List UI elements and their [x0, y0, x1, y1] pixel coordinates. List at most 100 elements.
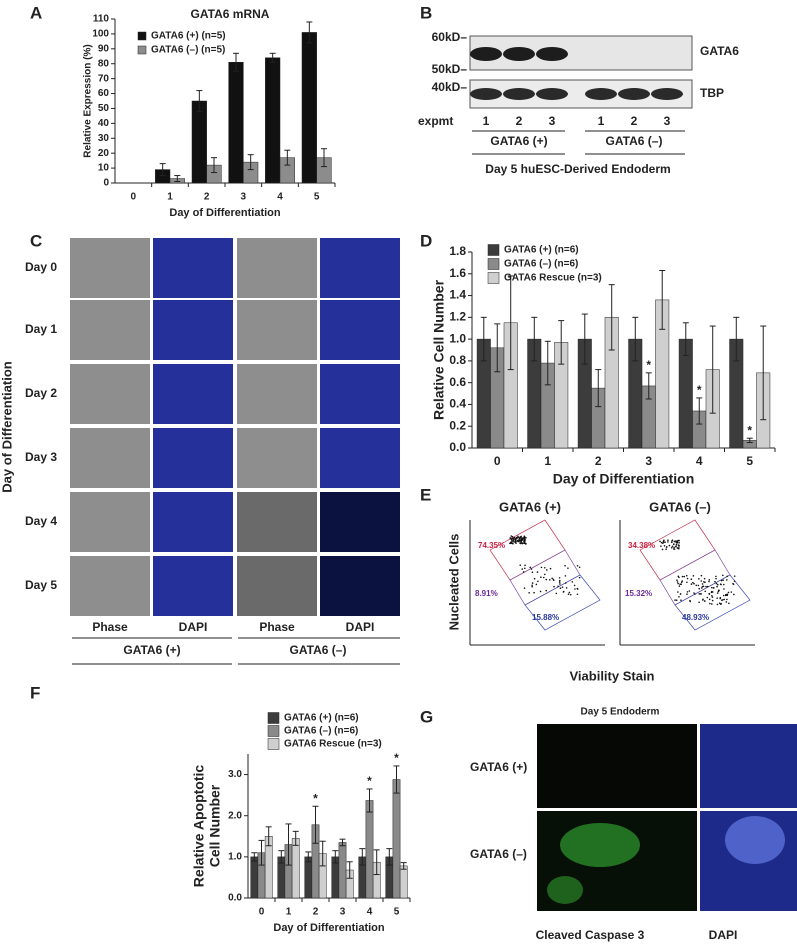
event [533, 591, 535, 594]
chart-title: GATA6 mRNA [191, 7, 270, 21]
event [512, 537, 514, 540]
event [512, 542, 514, 545]
event [711, 599, 714, 602]
event [557, 585, 559, 588]
error-bar [595, 369, 602, 408]
blot-caption: Day 5 huESC-Derived Endoderm [485, 162, 670, 176]
panel-letter: B [420, 3, 432, 22]
column-label: Cleaved Caspase 3 [536, 928, 645, 942]
event [733, 593, 735, 596]
event [673, 543, 675, 545]
event [544, 573, 546, 576]
event [663, 545, 666, 547]
event [693, 582, 695, 585]
event [519, 539, 521, 541]
x-tick-label: 0 [494, 454, 501, 468]
event [664, 541, 666, 544]
gate [524, 574, 601, 631]
x-axis-label: Day of Differentiation [273, 922, 385, 934]
event [675, 545, 677, 548]
event [674, 599, 676, 601]
event [510, 541, 512, 543]
micrograph [237, 300, 317, 360]
event [519, 536, 522, 538]
event [676, 547, 679, 549]
x-tick-label: 5 [314, 192, 320, 203]
micrograph [237, 364, 317, 424]
event [728, 602, 730, 605]
y-tick-label: 110 [93, 14, 110, 25]
error-bar [306, 21, 313, 44]
event [562, 590, 565, 593]
event [692, 581, 694, 584]
event [723, 583, 725, 586]
event [659, 540, 661, 543]
micrograph [237, 492, 317, 552]
event [716, 597, 718, 599]
error-bar [196, 90, 203, 112]
legend-swatch [267, 712, 280, 724]
error-bar [265, 826, 272, 847]
band [651, 88, 683, 100]
micrograph [70, 364, 150, 424]
event [564, 575, 567, 577]
column-label: Phase [259, 620, 295, 634]
y-tick-label: 60 [98, 88, 110, 99]
plot-title: GATA6 (–) [649, 499, 711, 514]
x-tick-label: 3 [241, 192, 247, 203]
event [516, 536, 519, 539]
x-tick-label: 3 [645, 454, 652, 468]
error-bar [247, 154, 254, 171]
x-tick-label: 0 [259, 907, 265, 918]
event [670, 541, 673, 544]
event [676, 541, 678, 543]
event [716, 585, 718, 588]
event [675, 599, 678, 602]
error-bar [632, 316, 639, 362]
event [733, 580, 736, 582]
error-bar [581, 313, 588, 365]
group-label: GATA6 (+) [123, 643, 180, 657]
lane-label: 1 [598, 114, 605, 128]
event [676, 579, 678, 581]
event [722, 579, 724, 581]
event [549, 579, 551, 581]
row-label: Day 3 [25, 450, 57, 464]
legend-label: GATA6 (–) (n=5) [151, 45, 225, 56]
event [668, 544, 671, 547]
event [521, 568, 524, 570]
error-bar [159, 163, 166, 177]
error-bar [558, 320, 565, 365]
legend-label: GATA6 (+) (n=5) [151, 31, 226, 42]
event [544, 566, 546, 569]
event [660, 541, 663, 544]
error-bar [531, 316, 538, 362]
event [712, 587, 715, 589]
x-axis-label: Day of Differentiation [169, 207, 281, 219]
row-label: GATA6 (+) [470, 760, 527, 774]
band [536, 88, 568, 100]
event [677, 544, 680, 546]
micrograph [153, 556, 233, 616]
event [685, 574, 688, 577]
event [700, 580, 703, 582]
error-bar [373, 849, 380, 876]
event [513, 541, 515, 543]
event [678, 585, 681, 587]
event [523, 587, 526, 589]
error-bar [393, 765, 400, 794]
row-label: Day 5 [25, 578, 57, 592]
x-tick-label: 4 [277, 192, 283, 203]
event [545, 578, 548, 581]
error-bar [608, 284, 615, 351]
lane-title: expmt [418, 114, 453, 128]
bar [399, 865, 408, 899]
event [567, 567, 569, 569]
y-tick-label: 100 [92, 29, 109, 40]
event [711, 603, 713, 605]
y-axis-label: Day of Differentiation [0, 361, 14, 493]
event [520, 540, 523, 543]
band [618, 88, 650, 100]
event [523, 535, 526, 538]
